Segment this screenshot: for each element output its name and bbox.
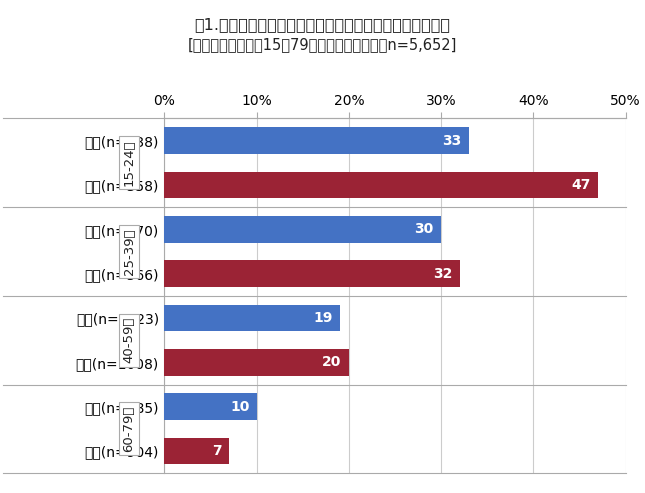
Bar bbox=[164, 127, 469, 154]
Text: 15-24歳: 15-24歳 bbox=[123, 140, 135, 186]
Text: 30: 30 bbox=[415, 222, 434, 236]
Bar bbox=[164, 260, 460, 287]
Bar bbox=[164, 172, 598, 198]
Text: 20: 20 bbox=[322, 355, 342, 369]
Text: 25-39歳: 25-39歳 bbox=[123, 228, 135, 275]
Text: 60-79歳: 60-79歳 bbox=[123, 406, 135, 452]
Text: 図1.フリック入力を利用している人の割合（性・年代別）: 図1.フリック入力を利用している人の割合（性・年代別） bbox=[195, 17, 450, 32]
Text: 40-59歳: 40-59歳 bbox=[123, 317, 135, 363]
Text: 47: 47 bbox=[571, 178, 591, 192]
Bar bbox=[164, 305, 340, 331]
Bar bbox=[164, 438, 229, 464]
Text: 7: 7 bbox=[212, 444, 222, 458]
Text: [調査対象：全国・15〜79歳のスマホ利用者・n=5,652]: [調査対象：全国・15〜79歳のスマホ利用者・n=5,652] bbox=[188, 37, 457, 52]
Bar bbox=[164, 216, 441, 243]
Text: 33: 33 bbox=[442, 134, 461, 147]
Text: 32: 32 bbox=[433, 267, 452, 281]
Bar bbox=[164, 393, 257, 420]
Text: 19: 19 bbox=[313, 311, 332, 325]
Text: 10: 10 bbox=[230, 400, 250, 414]
Bar bbox=[164, 349, 349, 376]
